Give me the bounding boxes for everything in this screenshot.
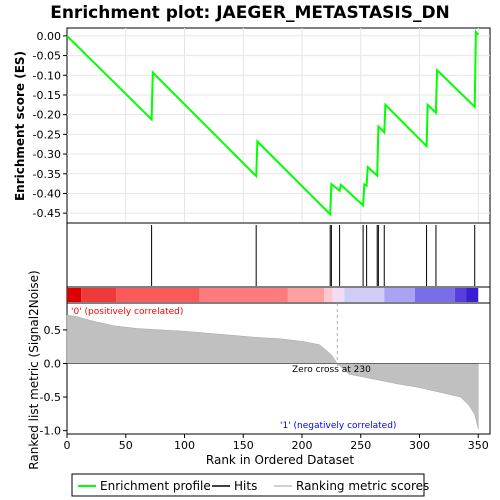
ranking-metric-area (66, 314, 479, 430)
legend-label-hits: Hits (234, 479, 257, 493)
metric-tick-label: -0.5 (40, 391, 61, 404)
x-tick-label: 150 (233, 439, 254, 452)
es-tick-label: -0.40 (33, 187, 61, 200)
x-axis-label: Rank in Ordered Dataset (206, 453, 354, 467)
color-bar-segment (67, 288, 82, 302)
legend-box (71, 473, 425, 497)
x-axis-ticks: 0 50 100 150 200 250 300 350 (64, 434, 489, 452)
x-tick-label: 350 (468, 439, 489, 452)
color-bar-segment (454, 288, 467, 302)
hit-marks (151, 225, 476, 286)
x-tick-label: 250 (350, 439, 371, 452)
color-bar-segment (287, 288, 325, 302)
color-bar-segment (466, 288, 479, 302)
x-tick-label: 50 (119, 439, 133, 452)
metric-y-axis-label: Ranked list metric (Signal2Noise) (27, 270, 41, 469)
chart-title: Enrichment plot: JAEGER_METASTASIS_DN (50, 3, 450, 23)
es-tick-label: -0.20 (33, 109, 61, 122)
color-bar-segment (81, 288, 117, 302)
x-tick-label: 200 (292, 439, 313, 452)
es-y-axis-label: Enrichment score (ES) (13, 51, 27, 201)
x-tick-label: 100 (174, 439, 195, 452)
color-bar-segment (384, 288, 415, 302)
es-tick-label: -0.15 (33, 89, 61, 102)
es-tick-label: -0.45 (33, 207, 61, 220)
color-bar-segment (116, 288, 200, 302)
es-tick-label: -0.10 (33, 69, 61, 82)
es-tick-label: -0.25 (33, 128, 61, 141)
legend-label-ranking-metric: Ranking metric scores (296, 479, 429, 493)
hits-panel-frame (66, 222, 491, 288)
x-tick-label: 0 (64, 439, 71, 452)
positive-correlation-label: '0' (positively correlated) (71, 307, 183, 317)
es-tick-label: 0.00 (37, 30, 62, 43)
es-tick-label: -0.35 (33, 168, 61, 181)
es-tick-label: -0.05 (33, 50, 61, 63)
x-tick-label: 300 (409, 439, 430, 452)
es-y-ticks: 0.00 -0.05 -0.10 -0.15 -0.20 -0.25 -0.30 -0.35 -… (33, 30, 67, 220)
ranked-list-color-bar (67, 288, 479, 302)
es-gridlines (67, 28, 490, 223)
color-bar-segment (199, 288, 288, 302)
negative-correlation-label: '1' (negatively correlated) (280, 421, 396, 431)
metric-tick-label: 0.5 (44, 324, 62, 337)
legend-label-enrichment-profile: Enrichment profile (100, 479, 211, 493)
color-bar-segment (344, 288, 385, 302)
zero-cross-label: Zero cross at 230 (292, 365, 371, 375)
metric-tick-label: 0.0 (44, 357, 62, 370)
metric-y-ticks: 0.5 0.0 -0.5 -1.0 (40, 324, 67, 438)
enrichment-profile-line (66, 29, 480, 217)
es-tick-label: -0.30 (33, 148, 61, 161)
metric-tick-label: -1.0 (40, 425, 61, 438)
color-bar-segment (324, 288, 333, 302)
color-bar-segment (414, 288, 455, 302)
color-bar-segment (332, 288, 345, 302)
